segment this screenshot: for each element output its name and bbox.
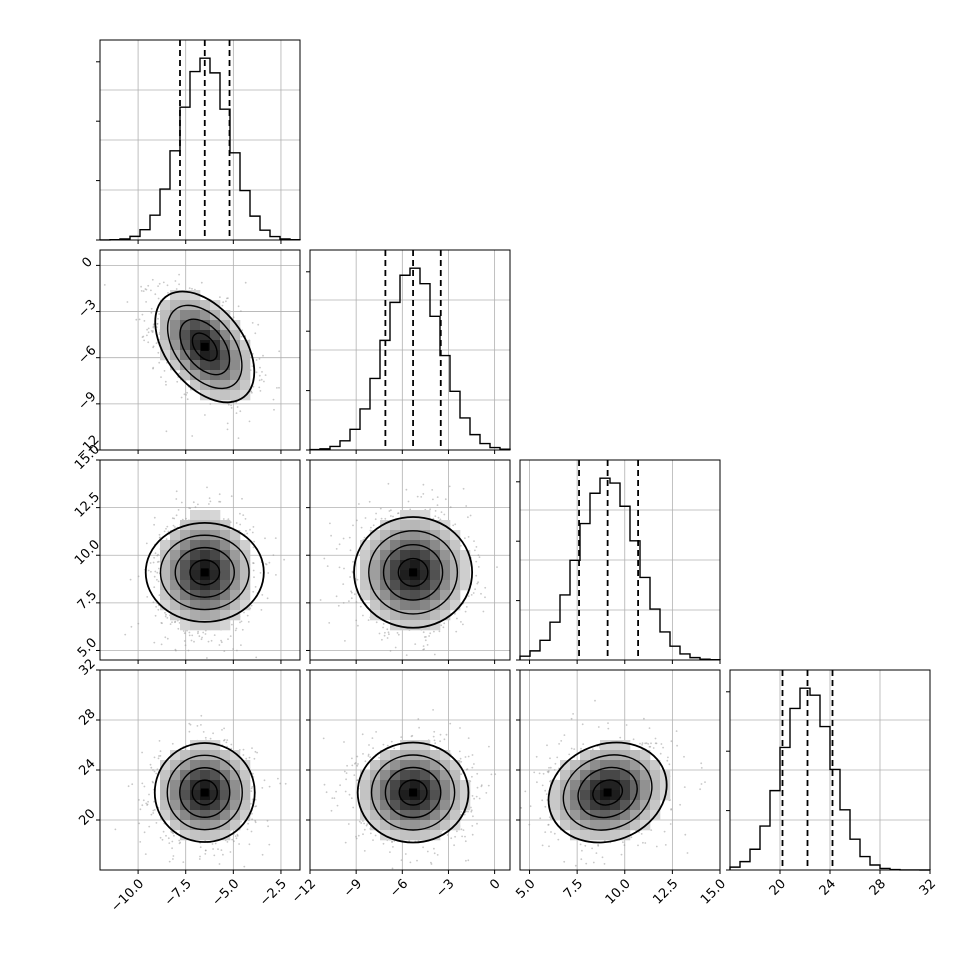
x-tick-label: 10.0 (603, 876, 634, 907)
axes-frame (519, 459, 721, 661)
contour-line (382, 543, 444, 601)
contour-line (592, 779, 624, 806)
axes-frame (99, 39, 301, 241)
y-tick-label: 28 (76, 706, 98, 728)
density-panel-1-0 (96, 249, 301, 454)
x-tick-label: −2.5 (257, 876, 290, 909)
x-tick-label: −9 (341, 876, 365, 900)
x-tick-label: 32 (917, 876, 939, 898)
histogram-steps (519, 477, 721, 661)
contour-line (191, 332, 218, 362)
contour-line (562, 754, 653, 831)
y-tick-label: −3 (75, 297, 99, 321)
contour-line (577, 766, 638, 819)
axes-frame (309, 249, 511, 451)
x-tick-label: −7.5 (162, 876, 195, 909)
density-panel-3-2 (516, 669, 721, 874)
x-tick-label: 7.5 (561, 876, 586, 901)
x-tick-label: −10.0 (108, 876, 147, 915)
density-peak (409, 568, 418, 577)
histogram-steps (309, 267, 511, 451)
y-tick-label: 10.0 (72, 537, 103, 568)
density-cells (360, 510, 471, 631)
hist-panel-1 (306, 249, 511, 454)
contour-line (397, 557, 429, 587)
density-panel-2-0 (96, 459, 301, 664)
y-tick-label: 7.5 (75, 588, 100, 613)
density-peak (603, 788, 612, 797)
x-tick-label: 28 (867, 876, 889, 898)
contour-line (547, 741, 668, 844)
histogram-steps (99, 57, 301, 241)
contour-line (370, 754, 456, 831)
contour-line (174, 546, 235, 598)
hist-panel-0 (96, 39, 301, 244)
hist-panel-3 (726, 669, 931, 874)
density-panel-2-1 (306, 459, 511, 664)
y-tick-label: 12.5 (72, 490, 103, 521)
density-peak (409, 788, 418, 797)
x-tick-label: 12.5 (650, 876, 681, 907)
y-tick-label: 32 (76, 656, 98, 678)
density-peak (200, 342, 209, 351)
contour-line (191, 779, 218, 806)
contour-line (356, 741, 470, 844)
y-tick-label: −9 (75, 389, 99, 413)
density-cells (160, 740, 251, 841)
hist-panel-2 (516, 459, 721, 664)
y-tick-label: 24 (76, 756, 98, 778)
x-tick-label: 20 (767, 876, 789, 898)
y-tick-label: 20 (76, 806, 98, 828)
contour-line (153, 742, 256, 843)
contour-line (159, 534, 250, 611)
x-tick-label: −12 (289, 876, 319, 906)
axes-frame (99, 459, 301, 661)
density-panel-3-0 (96, 669, 301, 874)
contour-line (166, 304, 243, 390)
contour-line (398, 779, 428, 806)
contour-line (368, 530, 459, 615)
contour-line (144, 521, 265, 623)
y-tick-label: 0 (79, 255, 95, 271)
contour-line (179, 318, 231, 376)
contour-line (384, 766, 442, 819)
y-tick-label: −6 (75, 343, 99, 367)
contour-line (179, 767, 231, 818)
x-tick-label: 15.0 (698, 876, 729, 907)
contour-line (189, 559, 221, 586)
x-tick-label: −6 (387, 876, 411, 900)
density-peak (200, 788, 209, 797)
x-tick-label: 5.0 (513, 876, 538, 901)
contour-line (353, 516, 474, 629)
density-panel-3-1 (306, 669, 511, 874)
x-tick-label: −5.0 (209, 876, 242, 909)
x-tick-label: −3 (433, 876, 457, 900)
axes-frame (99, 249, 301, 451)
contour-line (166, 754, 243, 831)
x-tick-label: 24 (817, 876, 839, 898)
axes-frame (309, 459, 511, 661)
contour-line (154, 290, 256, 404)
density-peak (200, 568, 209, 577)
x-tick-label: 0 (487, 876, 503, 892)
